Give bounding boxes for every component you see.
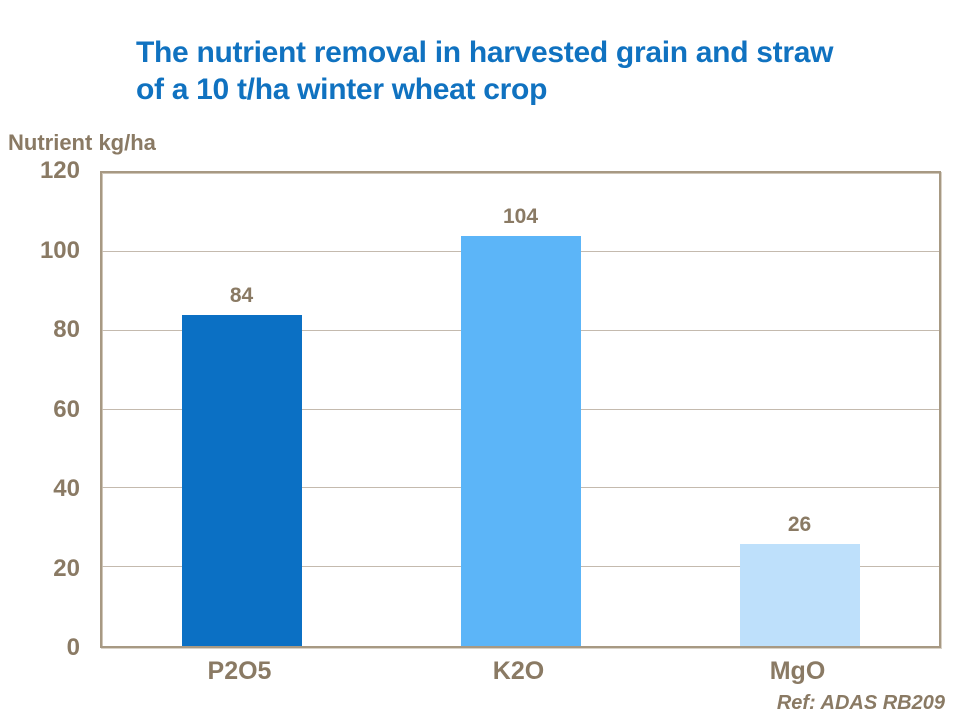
y-tick-120: 120 xyxy=(39,157,80,184)
x-label-MgO: MgO xyxy=(769,657,826,685)
bar-K2O: 104 xyxy=(460,206,581,646)
plot-area: 84 104 26 xyxy=(100,171,941,648)
bar-MgO: 26 xyxy=(739,514,860,646)
x-label-P2O5: P2O5 xyxy=(207,657,272,685)
bar-P2O5: 84 xyxy=(181,285,302,646)
chart-title-line2: of a 10 t/ha winter wheat crop xyxy=(136,73,548,106)
chart-title: The nutrient removal in harvested grain … xyxy=(136,34,833,108)
y-tick-20: 20 xyxy=(53,554,80,582)
x-axis-labels: P2O5 K2O MgO xyxy=(100,659,941,689)
y-tick-100: 100 xyxy=(39,236,80,264)
reference-note: Ref: ADAS RB209 xyxy=(776,692,945,714)
bar-value-P2O5: 84 xyxy=(229,283,254,307)
bar-value-MgO: 26 xyxy=(787,512,812,536)
y-tick-80: 80 xyxy=(53,316,80,344)
y-axis-label: Nutrient kg/ha xyxy=(8,130,156,155)
x-label-K2O: K2O xyxy=(492,657,545,685)
y-axis-ticks: 0 20 40 60 80 100 120 xyxy=(0,159,80,660)
y-tick-40: 40 xyxy=(53,475,80,503)
chart-title-line1: The nutrient removal in harvested grain … xyxy=(136,36,834,69)
y-tick-0: 0 xyxy=(66,634,80,661)
bar-value-K2O: 104 xyxy=(502,205,539,229)
y-tick-60: 60 xyxy=(53,395,80,423)
